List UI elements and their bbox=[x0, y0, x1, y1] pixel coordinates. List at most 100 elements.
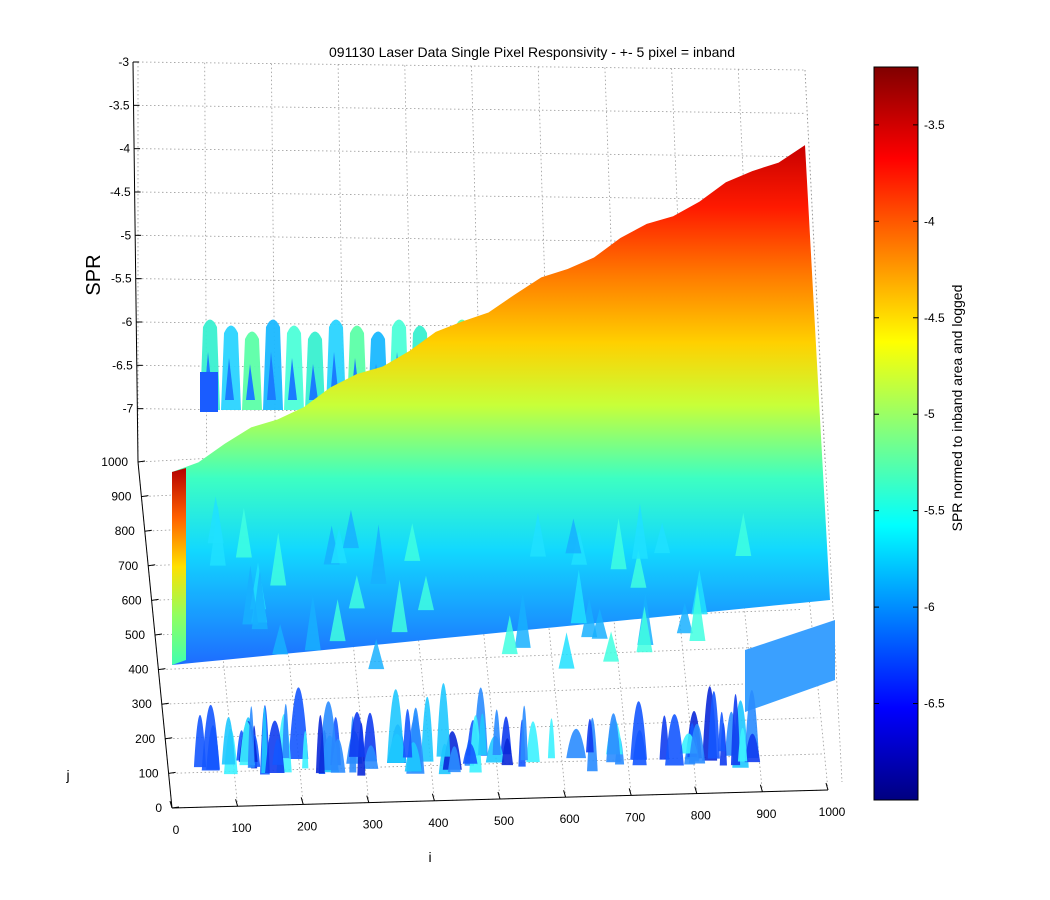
colorbar-label: SPR normed to inband area and logged bbox=[949, 285, 965, 532]
spr-band-surface bbox=[172, 145, 835, 712]
z-axis-label: SPR bbox=[83, 254, 105, 295]
front-noise-spike bbox=[282, 703, 290, 759]
back-noise-spike bbox=[246, 364, 255, 400]
x-tick-labels: 0 100 200 300 400 500 600 700 800 900 1000 bbox=[169, 782, 846, 837]
front-noise-spike bbox=[363, 745, 379, 769]
back-noise-spike bbox=[221, 325, 241, 410]
x-tick-mark bbox=[628, 788, 632, 796]
front-noise-spike bbox=[404, 523, 421, 561]
z-tick-label: -6.5 bbox=[112, 358, 133, 372]
back-noise-spike bbox=[225, 358, 234, 400]
front-noise-spike bbox=[636, 606, 653, 653]
front-noise-spike bbox=[478, 713, 487, 755]
front-noise-spike bbox=[251, 569, 268, 630]
y-tick-label: 0 bbox=[155, 801, 162, 815]
front-noise-spike bbox=[348, 712, 366, 757]
x-tick-mark bbox=[694, 786, 698, 794]
front-noise-spike bbox=[526, 721, 540, 763]
colorbar-tick-labels: -3.5 -4 -4.5 -5 -5.5 -6 -6.5 bbox=[874, 118, 945, 711]
front-noise-spike bbox=[342, 509, 359, 549]
z-axis-line bbox=[132, 61, 139, 463]
front-noise-spike bbox=[330, 738, 346, 773]
y-tick-mark bbox=[151, 598, 159, 601]
x-axis-label: i bbox=[428, 849, 431, 865]
x-tick-label: 600 bbox=[560, 812, 580, 826]
x-tick-label: 900 bbox=[756, 807, 776, 821]
x-tick-mark bbox=[300, 797, 304, 805]
y-tick-mark bbox=[148, 564, 156, 567]
y-tick-mark bbox=[154, 633, 163, 636]
x-tick-label: 400 bbox=[428, 816, 448, 830]
grid-line-i bbox=[604, 67, 620, 460]
front-noise-spike bbox=[547, 718, 556, 759]
y-tick-label: 300 bbox=[132, 697, 152, 711]
front-noise-spike bbox=[330, 528, 347, 564]
front-noise-spike bbox=[421, 696, 434, 762]
y-tick-label: 600 bbox=[122, 593, 142, 607]
front-noise-spike bbox=[368, 639, 385, 670]
x-tick-label: 500 bbox=[494, 814, 514, 828]
x-tick-mark bbox=[366, 795, 370, 803]
front-noise-spike bbox=[304, 594, 321, 651]
front-noise-spike bbox=[689, 584, 706, 641]
colorbar-tick-label: -3.5 bbox=[924, 118, 945, 132]
y-tick-label: 800 bbox=[115, 524, 135, 538]
z-tick-label: -5.5 bbox=[111, 272, 132, 286]
front-noise-spike bbox=[462, 743, 478, 764]
y-tick-label: 100 bbox=[139, 766, 159, 780]
y-tick-labels: 0 100 200 300 400 500 600 700 800 900 1000 bbox=[101, 455, 180, 815]
x-tick-label: 1000 bbox=[819, 805, 846, 819]
x-tick-label: 700 bbox=[625, 810, 645, 824]
front-noise-surface bbox=[193, 496, 761, 776]
grid-line-i bbox=[671, 68, 688, 461]
front-noise-spike bbox=[610, 518, 627, 570]
front-noise-spike bbox=[272, 738, 283, 765]
back-noise-block bbox=[200, 372, 218, 412]
back-noise-spike bbox=[284, 325, 304, 410]
back-noise-spike bbox=[267, 352, 276, 400]
front-noise-spike bbox=[387, 689, 405, 763]
z-tick-label: -6 bbox=[122, 315, 133, 329]
front-noise-spike bbox=[730, 693, 741, 766]
z-tick-label: -3.5 bbox=[109, 98, 130, 112]
y-tick-label: 1000 bbox=[101, 455, 128, 469]
front-noise-spike bbox=[586, 718, 594, 753]
front-noise-spike bbox=[270, 532, 287, 586]
front-noise-spike bbox=[570, 569, 587, 624]
grid-line-i bbox=[337, 64, 345, 456]
front-noise-spike bbox=[247, 706, 255, 768]
front-noise-spike bbox=[688, 723, 706, 764]
x-tick-mark bbox=[563, 790, 567, 798]
grid-line-z bbox=[137, 148, 806, 158]
front-noise-spike bbox=[436, 683, 451, 757]
front-noise-spike bbox=[235, 507, 252, 558]
front-noise-spike bbox=[242, 565, 259, 625]
y-tick-mark bbox=[165, 737, 173, 740]
colorbar-tick-label: -4 bbox=[924, 214, 935, 228]
front-noise-spike bbox=[514, 591, 531, 648]
front-noise-spike bbox=[288, 687, 309, 760]
x-tick-mark bbox=[431, 793, 435, 801]
front-noise-spike bbox=[707, 691, 720, 759]
front-noise-spike bbox=[207, 496, 224, 544]
front-noise-spike bbox=[654, 522, 671, 554]
x-tick-mark bbox=[759, 784, 763, 792]
front-noise-spike bbox=[581, 597, 598, 638]
y-tick-label: 900 bbox=[111, 490, 131, 504]
front-noise-spike bbox=[676, 602, 693, 634]
y-tick-mark bbox=[161, 702, 169, 705]
grid-line-floor-j bbox=[158, 645, 807, 670]
front-noise-spike bbox=[630, 701, 647, 760]
front-noise-spike bbox=[735, 512, 752, 557]
front-noise-spike bbox=[566, 728, 587, 759]
front-noise-spike bbox=[520, 705, 528, 761]
y-tick-mark bbox=[137, 460, 146, 463]
colorbar-scale bbox=[873, 66, 919, 801]
back-noise-spike bbox=[242, 331, 262, 410]
x-tick-label: 800 bbox=[691, 809, 711, 823]
z-tick-label: -3 bbox=[118, 55, 129, 69]
grid-line-floor-j bbox=[161, 681, 812, 705]
back-noise-spike bbox=[309, 364, 318, 400]
front-noise-spike bbox=[529, 512, 546, 557]
colorbar-tick-label: -4.5 bbox=[924, 311, 945, 325]
